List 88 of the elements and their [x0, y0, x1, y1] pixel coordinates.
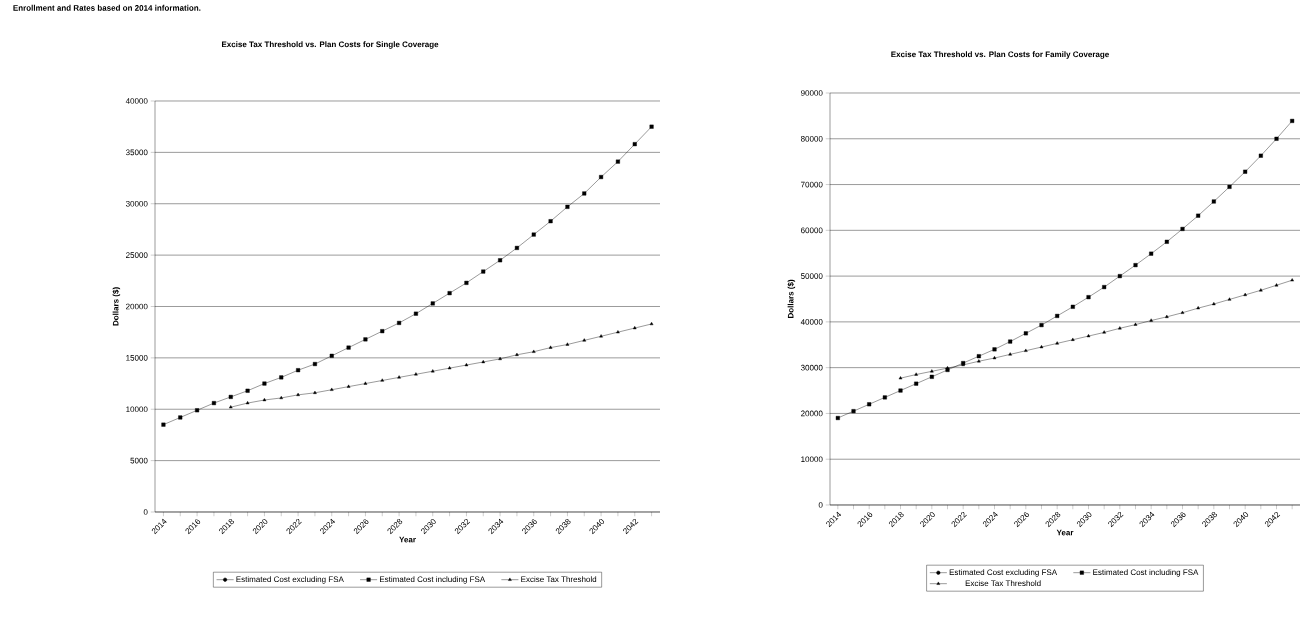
y-tick-label: 60000 — [801, 227, 823, 234]
point — [414, 372, 418, 376]
point — [481, 269, 486, 274]
point — [262, 381, 267, 386]
y-tick-label: 5000 — [130, 457, 148, 464]
legend-label: Estimated Cost excluding FSA — [236, 576, 344, 584]
y-axis-title: Dollars ($) — [787, 279, 796, 319]
point — [195, 408, 200, 413]
y-tick-label: 10000 — [126, 406, 148, 413]
point — [211, 401, 216, 406]
point — [548, 345, 553, 349]
y-tick-label: 40000 — [800, 319, 823, 325]
point — [548, 219, 553, 224]
point — [616, 330, 620, 334]
point — [229, 405, 233, 409]
point — [363, 337, 368, 342]
legend-label: Estimated Cost including FSA — [1093, 569, 1199, 577]
chart-title: Excise Tax Threshold vs. Plan Costs for Single Coverage — [221, 41, 439, 49]
y-tick-label: 80000 — [800, 135, 823, 142]
legend-label: Excise Tax Threshold — [965, 580, 1041, 587]
point — [228, 394, 233, 399]
point — [481, 359, 486, 364]
point — [380, 378, 385, 382]
point — [161, 422, 166, 427]
point — [413, 311, 418, 316]
y-tick-label: 20000 — [126, 303, 148, 310]
y-tick-label: 10000 — [801, 456, 823, 463]
y-tick-label: 15000 — [126, 355, 148, 361]
point — [262, 398, 267, 402]
point — [514, 245, 519, 250]
point — [649, 321, 654, 326]
point — [599, 175, 604, 180]
legend-label: Excise Tax Threshold — [521, 576, 597, 583]
y-tick-label: 0 — [143, 509, 148, 515]
point — [431, 369, 435, 373]
chart-title: Excise Tax Threshold vs. Plan Costs for Family Coverage — [891, 51, 1109, 59]
point — [397, 375, 401, 379]
point — [245, 388, 250, 393]
x-axis-title: Year — [1056, 529, 1074, 536]
point — [498, 258, 503, 263]
point — [279, 395, 284, 400]
y-tick-label: 30000 — [125, 200, 148, 207]
point — [532, 349, 536, 353]
y-tick-label: 30000 — [800, 364, 823, 371]
point — [649, 124, 654, 129]
point — [464, 280, 469, 285]
point — [615, 159, 620, 164]
point — [329, 353, 334, 358]
point — [380, 329, 385, 334]
point — [515, 352, 519, 356]
legend-label: Estimated Cost including FSA — [380, 576, 486, 584]
y-tick-label: 35000 — [125, 149, 148, 156]
y-tick-label: 40000 — [125, 98, 148, 104]
point — [346, 345, 351, 350]
y-tick-label: 0 — [818, 502, 823, 508]
point — [632, 142, 637, 147]
point — [531, 232, 536, 237]
point — [633, 326, 637, 330]
point — [346, 384, 351, 388]
y-tick-label: 50000 — [800, 273, 823, 279]
point — [447, 366, 452, 370]
point — [245, 401, 250, 405]
point — [313, 390, 317, 394]
point — [565, 342, 570, 346]
point — [279, 375, 284, 380]
legend-label: Estimated Cost excluding FSA — [949, 569, 1058, 577]
y-tick-label: 90000 — [801, 90, 823, 96]
point — [565, 204, 570, 209]
point — [397, 320, 402, 325]
point — [464, 363, 469, 367]
point — [312, 362, 317, 367]
point — [178, 415, 183, 420]
point — [599, 334, 603, 338]
y-axis-title: Dollars ($) — [112, 287, 121, 326]
point — [363, 381, 368, 385]
text: Enrollment and Rates based on 2014 information. — [13, 4, 201, 11]
point — [498, 356, 502, 360]
y-tick-label: 70000 — [801, 181, 823, 188]
x-axis-title: Year — [399, 536, 416, 543]
point — [430, 301, 435, 306]
y-tick-label: 25000 — [126, 252, 148, 258]
point — [447, 291, 452, 296]
point — [582, 191, 587, 196]
point — [296, 392, 300, 396]
point — [296, 368, 301, 373]
point — [330, 387, 334, 391]
point — [582, 338, 587, 342]
y-tick-label: 20000 — [801, 410, 823, 417]
